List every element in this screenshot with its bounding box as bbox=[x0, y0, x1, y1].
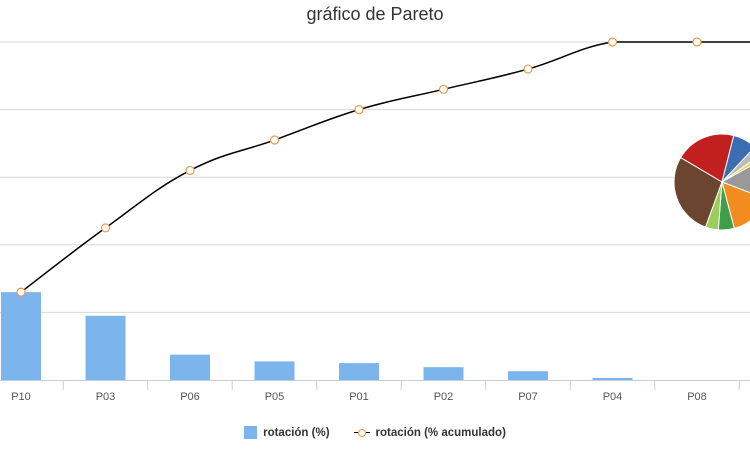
bar bbox=[423, 367, 464, 380]
legend-item-bar[interactable]: rotación (%) bbox=[244, 426, 330, 439]
line-point bbox=[692, 37, 702, 47]
line-point bbox=[100, 223, 111, 233]
pie-slice bbox=[704, 181, 723, 231]
bar bbox=[85, 315, 126, 380]
x-tick-label: P06 bbox=[180, 391, 200, 403]
bar bbox=[508, 371, 548, 380]
chart-title: gráfico de Pareto bbox=[306, 4, 444, 24]
x-tick-label: P08 bbox=[687, 391, 707, 403]
bar bbox=[339, 363, 379, 380]
pie-slice bbox=[721, 134, 750, 184]
x-tick-label: P10 bbox=[11, 391, 31, 403]
x-tick-label: P05 bbox=[265, 391, 285, 403]
line-point bbox=[269, 135, 280, 145]
bar bbox=[1, 292, 41, 380]
pie-chart bbox=[673, 133, 750, 231]
x-tick-label: P07 bbox=[518, 391, 538, 403]
bar-series bbox=[1, 292, 633, 380]
x-tick-label: P04 bbox=[603, 391, 623, 403]
x-tick-label: P01 bbox=[349, 391, 369, 403]
line-point bbox=[354, 104, 364, 115]
line-point bbox=[607, 37, 618, 47]
line-point bbox=[438, 84, 449, 94]
pie-slice bbox=[680, 133, 735, 183]
legend-bar-swatch bbox=[244, 426, 258, 439]
x-axis: P10 P03 P06 P05 P01 P02 P07 P04 P08 bbox=[0, 380, 750, 403]
legend-item-line[interactable]: rotación (% acumulado) bbox=[353, 426, 506, 439]
bar bbox=[254, 361, 295, 380]
pie-slice bbox=[721, 153, 750, 183]
legend: rotación (%) rotación (% acumulado) bbox=[0, 426, 750, 439]
legend-label-line: rotación (% acumulado) bbox=[375, 426, 506, 439]
cumulative-line-series bbox=[16, 37, 750, 297]
cumulative-line bbox=[20, 41, 750, 293]
line-point bbox=[185, 165, 195, 176]
line-point bbox=[16, 287, 26, 297]
bar bbox=[592, 377, 633, 380]
x-tick-label: P03 bbox=[96, 391, 116, 403]
pie-slice bbox=[720, 157, 750, 200]
x-tick-label: P02 bbox=[434, 391, 454, 403]
pie-slice bbox=[721, 146, 750, 183]
bar bbox=[170, 354, 210, 380]
line-point bbox=[523, 64, 533, 74]
legend-label-bar: rotación (%) bbox=[263, 426, 330, 439]
grid-lines bbox=[0, 41, 750, 313]
legend-line-swatch bbox=[353, 428, 370, 438]
